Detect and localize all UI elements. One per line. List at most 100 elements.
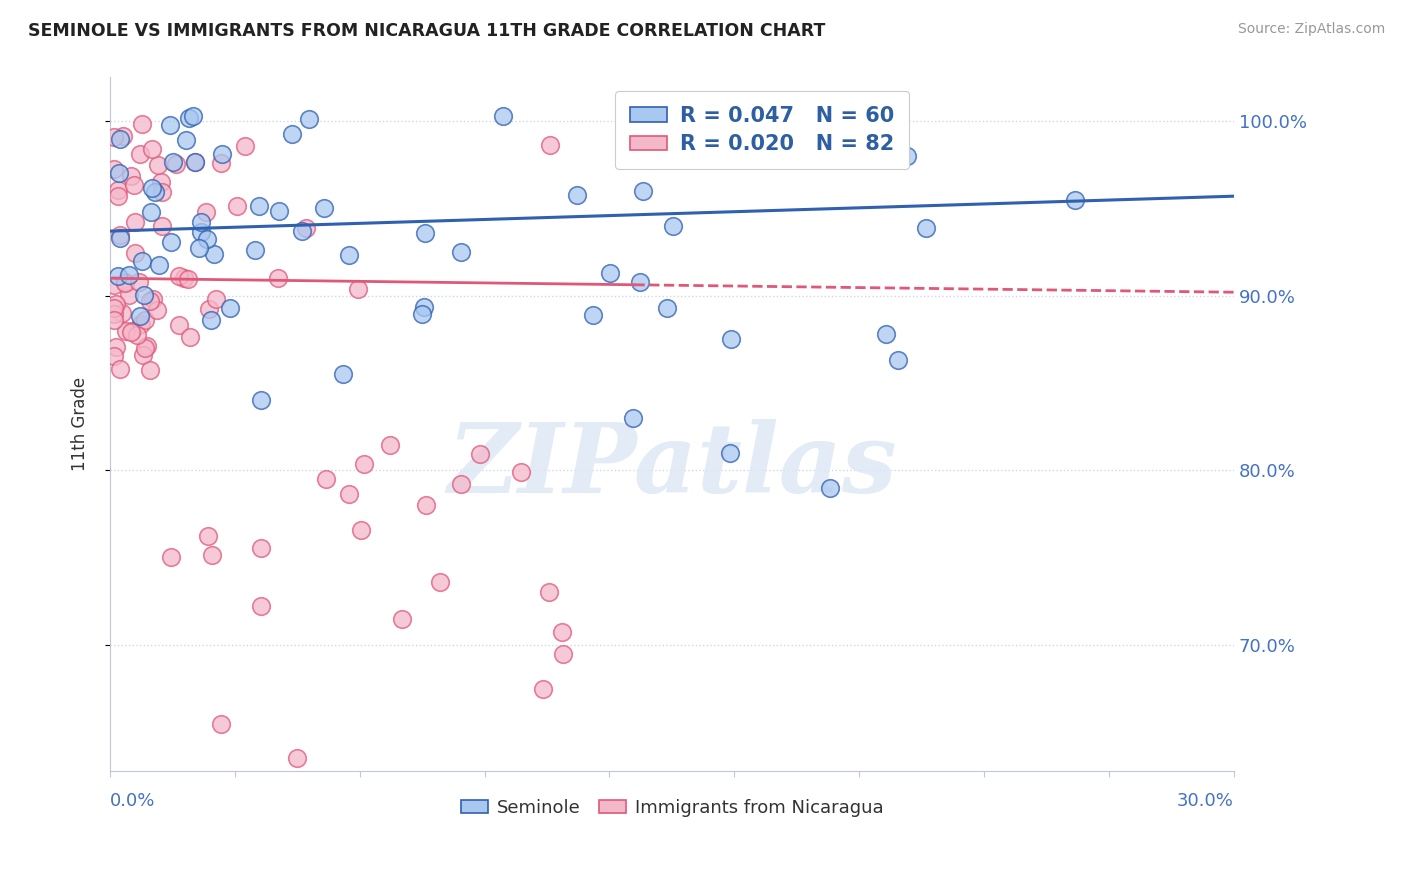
- Point: [187, 241, 209, 255]
- Point: [1063, 193, 1085, 207]
- Point: [337, 248, 360, 262]
- Point: [162, 155, 184, 169]
- Point: [184, 154, 207, 169]
- Point: [103, 130, 125, 145]
- Point: [195, 232, 218, 246]
- Point: [160, 235, 183, 249]
- Point: [413, 226, 436, 240]
- Point: [118, 288, 141, 302]
- Point: [551, 647, 574, 661]
- Point: [391, 612, 413, 626]
- Point: [599, 266, 621, 280]
- Point: [174, 133, 197, 147]
- Point: [190, 215, 212, 229]
- Point: [886, 353, 908, 368]
- Point: [415, 498, 437, 512]
- Point: [201, 549, 224, 563]
- Point: [104, 340, 127, 354]
- Point: [135, 339, 157, 353]
- Point: [145, 303, 167, 318]
- Point: [124, 246, 146, 260]
- Point: [339, 487, 361, 501]
- Point: [915, 221, 938, 235]
- Point: [108, 166, 131, 180]
- Point: [211, 147, 233, 161]
- Point: [148, 258, 170, 272]
- Point: [141, 142, 163, 156]
- Point: [875, 327, 897, 342]
- Point: [380, 438, 402, 452]
- Point: [492, 109, 515, 123]
- Point: [243, 243, 266, 257]
- Point: [107, 183, 129, 197]
- Point: [103, 349, 125, 363]
- Text: 0.0%: 0.0%: [110, 791, 156, 810]
- Point: [346, 282, 368, 296]
- Point: [169, 318, 191, 332]
- Point: [165, 157, 187, 171]
- Point: [104, 297, 127, 311]
- Point: [332, 368, 354, 382]
- Point: [132, 348, 155, 362]
- Point: [620, 108, 643, 122]
- Point: [582, 308, 605, 322]
- Point: [112, 128, 135, 143]
- Point: [250, 599, 273, 614]
- Point: [181, 109, 204, 123]
- Point: [114, 275, 136, 289]
- Point: [110, 132, 132, 146]
- Point: [205, 292, 228, 306]
- Point: [661, 219, 683, 234]
- Point: [146, 157, 169, 171]
- Point: [429, 574, 451, 589]
- Point: [297, 112, 319, 126]
- Point: [173, 271, 195, 285]
- Point: [219, 301, 242, 315]
- Point: [294, 220, 316, 235]
- Point: [110, 227, 132, 242]
- Point: [353, 458, 375, 472]
- Point: [125, 327, 148, 342]
- Point: [134, 313, 156, 327]
- Point: [121, 324, 143, 338]
- Point: [134, 342, 156, 356]
- Point: [195, 205, 218, 219]
- Text: 30.0%: 30.0%: [1177, 791, 1234, 810]
- Point: [267, 203, 290, 218]
- Point: [103, 313, 125, 327]
- Point: [139, 363, 162, 377]
- Point: [209, 156, 232, 170]
- Point: [177, 111, 200, 125]
- Point: [818, 481, 841, 495]
- Point: [200, 312, 222, 326]
- Point: [628, 276, 651, 290]
- Point: [839, 148, 862, 162]
- Point: [120, 169, 142, 184]
- Point: [129, 147, 152, 161]
- Point: [128, 275, 150, 289]
- Point: [167, 269, 190, 284]
- Point: [202, 247, 225, 261]
- Point: [250, 541, 273, 555]
- Point: [718, 446, 741, 460]
- Point: [198, 301, 221, 316]
- Point: [103, 278, 125, 293]
- Point: [150, 219, 173, 234]
- Point: [533, 681, 555, 696]
- Point: [567, 188, 589, 202]
- Point: [142, 292, 165, 306]
- Point: [411, 307, 433, 321]
- Point: [250, 393, 273, 408]
- Point: [114, 276, 136, 290]
- Point: [129, 317, 152, 331]
- Point: [118, 268, 141, 282]
- Point: [550, 624, 572, 639]
- Point: [115, 324, 138, 338]
- Point: [131, 254, 153, 268]
- Point: [267, 270, 290, 285]
- Point: [247, 198, 270, 212]
- Point: [149, 175, 172, 189]
- Point: [413, 300, 436, 314]
- Point: [122, 178, 145, 193]
- Point: [510, 465, 533, 479]
